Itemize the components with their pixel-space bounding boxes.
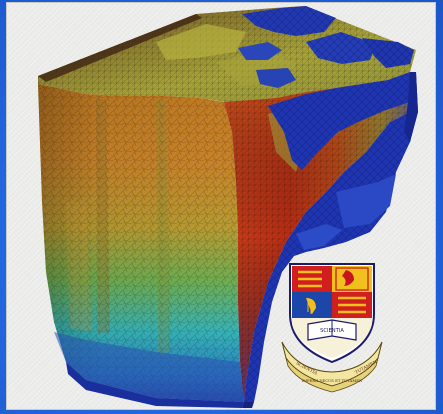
cube-top-face	[38, 6, 416, 102]
cube-front-face	[38, 84, 244, 402]
cube-bottom-edge	[66, 362, 254, 408]
crest-book-text: SCIENTIA	[320, 328, 344, 334]
mesh-cube-render	[38, 6, 418, 408]
crest-scroll-center: IMPERII DECUS ET TUTAMEN	[302, 378, 363, 383]
continental-shelf	[244, 72, 418, 402]
university-crest-logo: SCIENTIA SCIENTIA IMPERII DECUS ET TUTAM…	[281, 263, 383, 393]
